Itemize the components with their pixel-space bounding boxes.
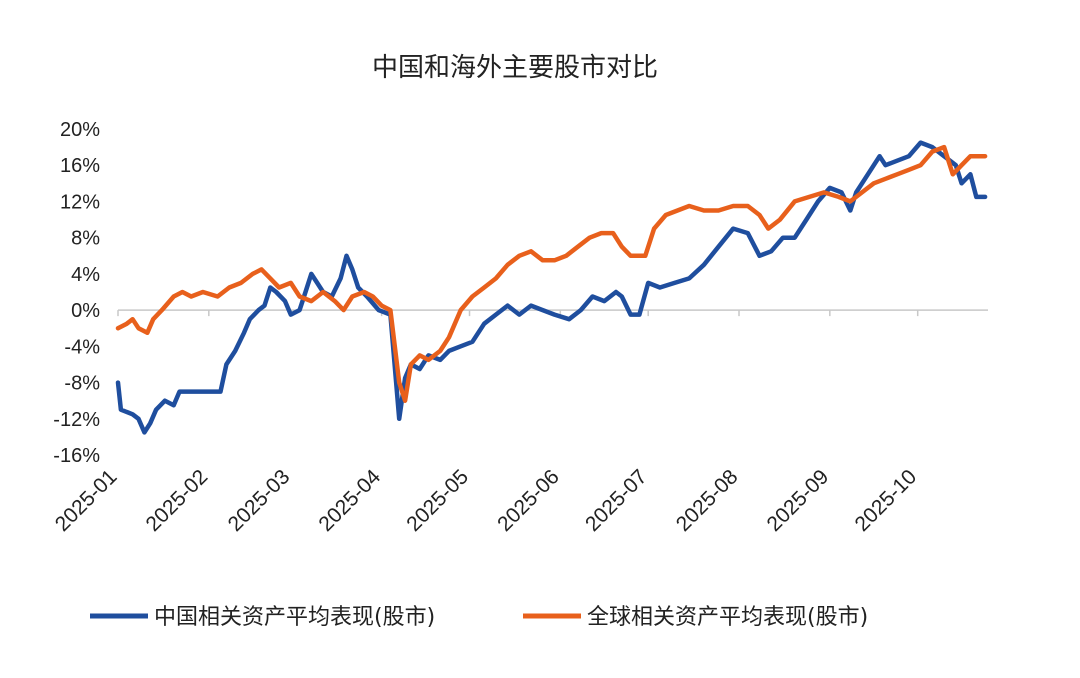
y-tick-label: -8% (64, 373, 100, 395)
series-lines (115, 140, 988, 435)
y-tick-label: -16% (53, 445, 100, 467)
y-tick-label: -12% (53, 409, 100, 431)
series-line-global (115, 144, 988, 403)
y-tick-label: 0% (71, 300, 100, 322)
y-tick-label: 16% (60, 155, 100, 177)
y-tick-label: -4% (64, 336, 100, 358)
y-tick-label: 8% (71, 228, 100, 250)
y-tick-label: 20% (60, 119, 100, 141)
series-line-china (115, 140, 988, 435)
y-tick-label: 12% (60, 191, 100, 213)
chart-title: 中国和海外主要股市对比 (372, 53, 658, 83)
legend-label-china: 中国相关资产平均表现(股市) (154, 605, 435, 630)
y-tick-label: 4% (71, 264, 100, 286)
y-axis-ticks: 20% 16% 12% 8% 4% 0% -4% -8% -12% -16% (53, 119, 100, 467)
legend: 中国相关资产平均表现(股市) 全球相关资产平均表现(股市) (90, 605, 868, 630)
legend-label-global: 全球相关资产平均表现(股市) (587, 605, 868, 630)
